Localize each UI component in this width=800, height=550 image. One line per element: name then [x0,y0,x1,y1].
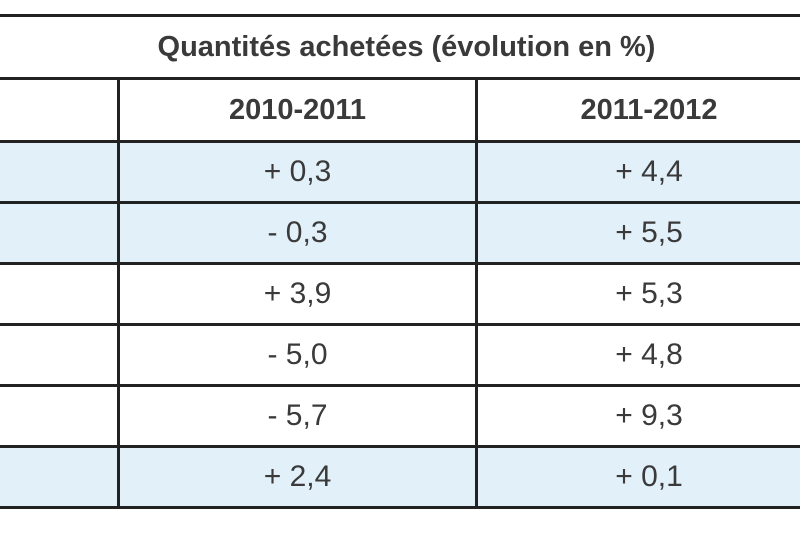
table-title: Quantités achetées (évolution en %) [0,14,800,80]
table-row: - 5,7 + 9,3 [0,384,800,448]
row-label-cell [0,201,120,265]
cell-2010-2011: - 5,7 [117,384,478,448]
table-row: + 3,9 + 5,3 [0,262,800,326]
cell-2010-2011: + 3,9 [117,262,478,326]
row-label-cell [0,140,120,204]
table-body: + 0,3 + 4,4- 0,3 + 5,5 + 3,9 + 5,3- 5,0 + 4,8… [0,140,800,509]
row-label-cell [0,445,120,509]
table-header-row: 2010-2011 2011-2012 [0,77,800,143]
cell-2011-2012: + 5,5 [475,201,800,265]
cell-2010-2011: + 0,3 [117,140,478,204]
table-title-row: Quantités achetées (évolution en %) [0,14,800,80]
column-header-2010-2011: 2010-2011 [117,77,478,143]
cell-2010-2011: - 0,3 [117,201,478,265]
table-row: - 5,0 + 4,8 [0,323,800,387]
table-row: + 0,3 + 4,4 [0,140,800,204]
column-header-2011-2012: 2011-2012 [475,77,800,143]
cell-2011-2012: + 0,1 [475,445,800,509]
purchased-quantities-table: Quantités achetées (évolution en %) 2010… [0,14,800,509]
row-label-cell [0,323,120,387]
row-label-cell [0,262,120,326]
row-label-cell [0,384,120,448]
cell-2011-2012: + 4,4 [475,140,800,204]
cell-2010-2011: - 5,0 [117,323,478,387]
table-row: + 2,4 + 0,1 [0,445,800,509]
cell-2010-2011: + 2,4 [117,445,478,509]
cell-2011-2012: + 4,8 [475,323,800,387]
cell-2011-2012: + 5,3 [475,262,800,326]
cell-2011-2012: + 9,3 [475,384,800,448]
column-header-label [0,77,120,143]
table-row: - 0,3 + 5,5 [0,201,800,265]
